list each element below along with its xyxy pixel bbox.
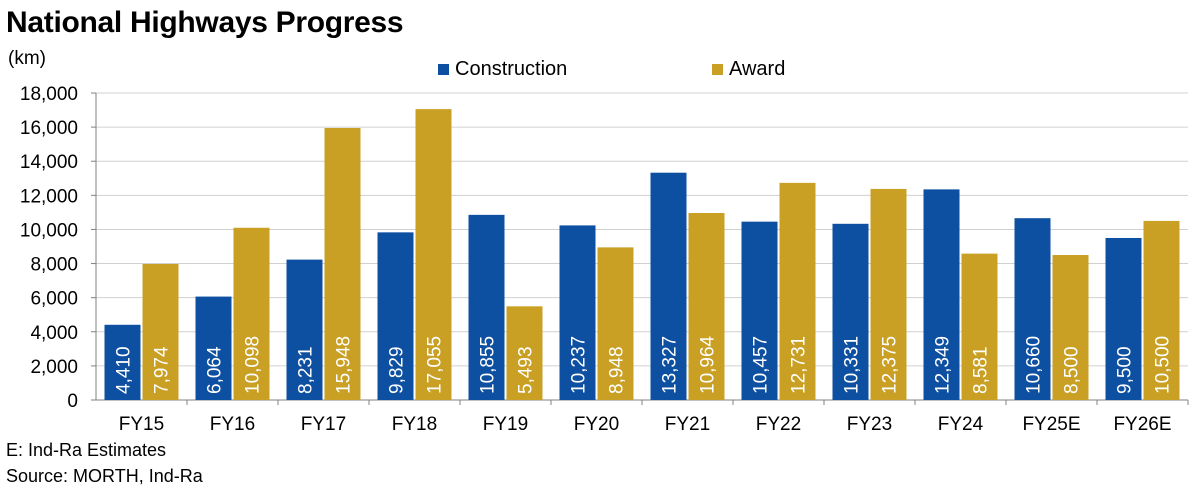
x-tick-label: FY17 xyxy=(301,414,346,435)
footnote-estimates: E: Ind-Ra Estimates xyxy=(6,440,167,460)
y-tick-label: 14,000 xyxy=(20,152,78,173)
y-tick-label: 4,000 xyxy=(30,323,78,344)
legend-item-construction: Construction xyxy=(438,58,567,81)
bar-award xyxy=(1143,220,1180,400)
y-tick-label: 6,000 xyxy=(30,289,78,310)
data-label-construction: 10,660 xyxy=(1024,336,1045,394)
x-tick-label: FY19 xyxy=(483,414,528,435)
y-tick-label: 12,000 xyxy=(20,186,78,207)
legend-swatch-award xyxy=(712,64,723,75)
x-tick-label: FY23 xyxy=(847,414,892,435)
x-tick-label: FY25E xyxy=(1022,414,1080,435)
data-label-award: 8,581 xyxy=(971,346,992,394)
bar-construction xyxy=(1105,237,1142,400)
y-tick-label: 2,000 xyxy=(30,357,78,378)
bar-award xyxy=(1052,255,1089,400)
bar-award xyxy=(415,109,452,401)
data-label-construction: 9,829 xyxy=(387,346,408,394)
data-label-construction: 9,500 xyxy=(1115,346,1136,394)
data-label-award: 8,948 xyxy=(607,346,628,394)
data-label-construction: 10,457 xyxy=(751,336,772,394)
y-tick-label: 16,000 xyxy=(20,118,78,139)
bar-construction xyxy=(195,296,232,400)
x-tick-label: FY15 xyxy=(119,414,164,435)
y-tick-label: 18,000 xyxy=(20,84,78,105)
data-label-award: 10,098 xyxy=(243,336,264,394)
data-label-construction: 12,349 xyxy=(933,336,954,394)
bar-construction xyxy=(104,324,141,400)
data-label-award: 17,055 xyxy=(425,336,446,394)
data-label-award: 10,500 xyxy=(1153,336,1174,394)
legend-swatch-construction xyxy=(438,64,449,75)
bar-award xyxy=(324,127,361,401)
data-label-award: 12,731 xyxy=(789,336,810,394)
bar-construction xyxy=(832,223,869,400)
bar-award xyxy=(506,306,543,400)
bar-construction xyxy=(559,225,596,400)
data-label-award: 12,375 xyxy=(880,336,901,394)
bar-construction xyxy=(650,172,687,400)
legend-item-award: Award xyxy=(712,58,785,81)
bar-award xyxy=(688,213,725,400)
bar-award xyxy=(961,253,998,400)
x-tick-label: FY18 xyxy=(392,414,437,435)
bar-award xyxy=(233,227,270,400)
data-label-construction: 10,331 xyxy=(842,336,863,394)
y-tick-label: 0 xyxy=(67,391,78,412)
chart-title: National Highways Progress xyxy=(6,6,404,39)
data-label-award: 8,500 xyxy=(1062,346,1083,394)
data-label-award: 15,948 xyxy=(334,336,355,394)
data-label-award: 7,974 xyxy=(152,346,173,394)
bar-construction xyxy=(377,232,414,400)
bar-award xyxy=(779,182,816,400)
data-label-construction: 4,410 xyxy=(114,346,135,394)
x-tick-label: FY22 xyxy=(756,414,801,435)
x-tick-label: FY20 xyxy=(574,414,619,435)
y-axis-unit-label: (km) xyxy=(8,48,46,69)
bar-construction xyxy=(741,221,778,400)
data-label-construction: 8,231 xyxy=(296,346,317,394)
x-tick-label: FY24 xyxy=(938,414,984,435)
bar-award xyxy=(597,247,634,400)
data-label-construction: 6,064 xyxy=(205,346,226,394)
bar-award xyxy=(142,263,179,400)
legend-label-construction: Construction xyxy=(455,58,568,80)
footnote-source: Source: MORTH, Ind-Ra xyxy=(6,466,203,486)
y-tick-label: 10,000 xyxy=(20,220,78,241)
x-tick-label: FY21 xyxy=(665,414,710,435)
x-tick-label: FY16 xyxy=(210,414,255,435)
x-tick-label: FY26E xyxy=(1113,414,1171,435)
bar-construction xyxy=(1014,218,1051,400)
data-label-award: 10,964 xyxy=(698,335,719,394)
bar-award xyxy=(870,188,907,400)
data-label-construction: 10,855 xyxy=(478,336,499,394)
y-tick-label: 8,000 xyxy=(30,255,78,276)
data-label-construction: 13,327 xyxy=(660,336,681,394)
data-label-award: 5,493 xyxy=(516,346,537,394)
legend-label-award: Award xyxy=(729,58,786,80)
bar-construction xyxy=(286,259,323,400)
bar-construction xyxy=(468,214,505,400)
bar-construction xyxy=(923,189,960,400)
data-label-construction: 10,237 xyxy=(569,336,590,394)
